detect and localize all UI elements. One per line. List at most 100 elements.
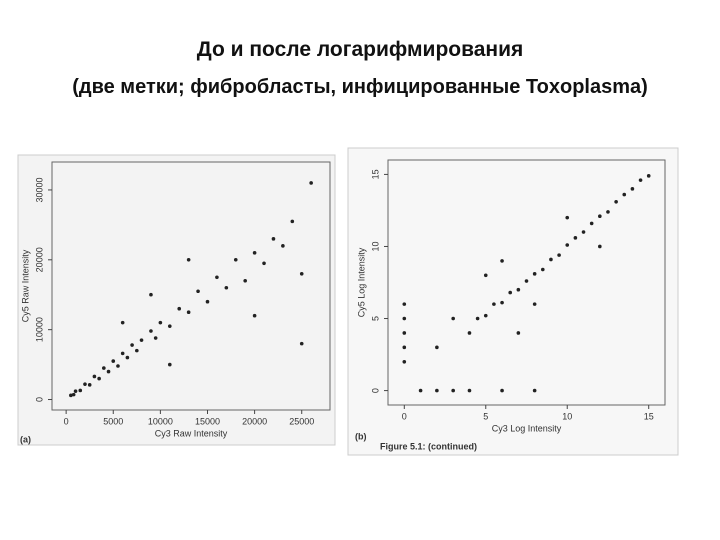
data-point xyxy=(606,210,610,214)
data-point xyxy=(271,237,276,241)
data-point xyxy=(139,338,144,342)
data-point xyxy=(524,279,529,283)
data-point xyxy=(500,300,504,305)
x-tick-label: 0 xyxy=(64,416,69,426)
data-point xyxy=(483,313,488,318)
x-tick-label: 0 xyxy=(402,411,407,421)
data-point xyxy=(205,299,210,304)
data-point xyxy=(589,221,594,226)
y-tick-label: 15 xyxy=(370,169,380,179)
data-point xyxy=(418,388,423,393)
x-tick-label: 10 xyxy=(562,411,572,421)
data-point xyxy=(402,345,407,350)
data-point xyxy=(516,287,521,292)
data-point xyxy=(549,257,553,262)
data-point xyxy=(435,345,439,350)
panel-label: (b) xyxy=(355,431,367,441)
data-point xyxy=(532,302,537,306)
data-point xyxy=(83,382,87,386)
data-point xyxy=(167,324,172,328)
data-point xyxy=(622,192,627,197)
data-point xyxy=(402,331,407,335)
data-point xyxy=(516,331,521,335)
data-point xyxy=(500,259,504,263)
data-point xyxy=(120,320,125,325)
data-point xyxy=(252,313,257,318)
data-point xyxy=(638,178,643,182)
data-point xyxy=(106,369,111,374)
data-point xyxy=(500,388,504,393)
data-point xyxy=(402,302,407,306)
data-point xyxy=(402,359,407,364)
data-point xyxy=(467,331,472,335)
data-point xyxy=(402,316,407,321)
data-point xyxy=(125,355,130,360)
data-point xyxy=(581,230,586,234)
data-point xyxy=(262,261,266,266)
data-point xyxy=(573,236,578,240)
data-point xyxy=(153,336,158,340)
data-point xyxy=(111,359,116,363)
data-point xyxy=(309,181,313,185)
x-tick-label: 5 xyxy=(483,411,488,421)
y-tick-label: 30000 xyxy=(34,177,44,202)
data-point xyxy=(73,389,78,393)
y-axis-label: Cy5 Log Intensity xyxy=(356,247,366,317)
x-tick-label: 10000 xyxy=(148,416,173,426)
data-point xyxy=(630,187,635,191)
data-point xyxy=(483,273,488,278)
x-tick-label: 25000 xyxy=(289,416,314,426)
y-tick-label: 10 xyxy=(370,241,380,251)
x-axis-label: Cy3 Raw Intensity xyxy=(155,428,228,438)
figure-caption: Figure 5.1: (continued) xyxy=(380,441,477,451)
data-point xyxy=(565,215,570,220)
data-point xyxy=(78,388,83,393)
plot-frame xyxy=(387,159,666,406)
panel-label: (a) xyxy=(20,434,31,444)
x-tick-label: 20000 xyxy=(242,416,267,426)
x-axis-label: Cy3 Log Intensity xyxy=(492,423,562,433)
data-point xyxy=(451,316,455,321)
data-point xyxy=(130,343,134,347)
data-point xyxy=(451,388,455,393)
data-point xyxy=(614,199,618,204)
data-point xyxy=(492,302,496,306)
data-point xyxy=(186,258,191,262)
data-point xyxy=(158,320,163,325)
data-point xyxy=(149,292,153,297)
data-point xyxy=(243,278,247,283)
y-axis-label: Cy5 Raw Intensity xyxy=(20,249,30,322)
data-point xyxy=(598,214,602,219)
data-point xyxy=(299,271,304,276)
y-tick-label: 0 xyxy=(34,397,44,402)
data-point xyxy=(69,393,73,398)
x-tick-label: 15 xyxy=(644,411,654,421)
data-point xyxy=(532,272,537,276)
data-point xyxy=(646,174,651,178)
data-point xyxy=(97,376,101,381)
data-point xyxy=(281,244,285,248)
slide-subtitle: (две метки; фибробласты, инфицированные … xyxy=(72,76,648,98)
data-point xyxy=(87,383,92,387)
data-point xyxy=(215,275,219,280)
data-point xyxy=(467,388,472,393)
data-point xyxy=(565,243,570,247)
data-point xyxy=(71,392,76,397)
plot-frame xyxy=(51,161,331,411)
x-tick-label: 5000 xyxy=(103,416,123,426)
panel-b-bg xyxy=(347,147,679,456)
data-point xyxy=(290,219,295,224)
x-tick-label: 15000 xyxy=(195,416,220,426)
data-point xyxy=(299,341,304,346)
y-tick-label: 20000 xyxy=(34,247,44,272)
data-point xyxy=(92,374,97,379)
data-point xyxy=(233,258,238,262)
data-point xyxy=(252,251,257,255)
data-point xyxy=(532,388,537,393)
data-point xyxy=(149,329,153,333)
data-point xyxy=(116,364,120,368)
data-point xyxy=(557,253,561,257)
data-point xyxy=(475,316,480,321)
